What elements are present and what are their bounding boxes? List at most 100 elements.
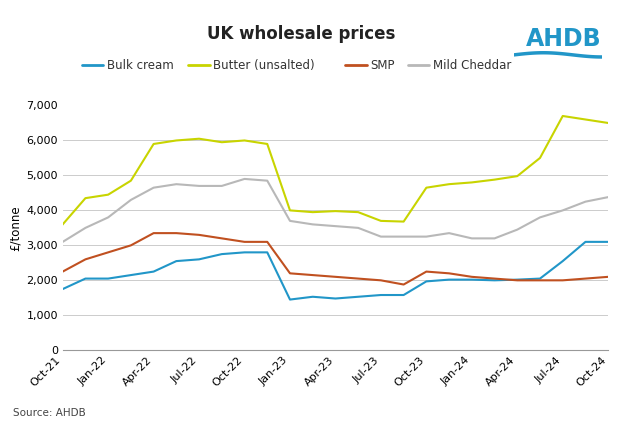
Mild Cheddar [491,236,498,241]
Mild Cheddar [468,236,475,241]
SMP [354,276,362,281]
Mild Cheddar [127,197,135,203]
Butter (unsalted) [332,208,339,214]
Butter (unsalted) [491,177,498,182]
SMP [332,274,339,279]
Line: SMP: SMP [63,233,608,284]
SMP [468,274,475,279]
Mild Cheddar [286,218,293,223]
SMP [377,278,384,283]
SMP [582,276,589,281]
Butter (unsalted) [468,180,475,185]
SMP [514,278,521,283]
Y-axis label: £/tonne: £/tonne [9,205,22,251]
Mild Cheddar [377,234,384,239]
Bulk cream [82,276,89,281]
Butter (unsalted) [423,185,430,190]
Line: Mild Cheddar: Mild Cheddar [63,179,608,242]
SMP [400,282,408,287]
Bulk cream [172,259,180,264]
Text: AHDB: AHDB [526,27,602,51]
Mild Cheddar [218,184,226,189]
Bulk cream [400,292,408,298]
Bulk cream [491,278,498,283]
SMP [104,250,112,255]
SMP [150,230,157,235]
Mild Cheddar [514,227,521,232]
Mild Cheddar [104,215,112,220]
Mild Cheddar [332,224,339,229]
Butter (unsalted) [127,178,135,183]
Butter (unsalted) [241,138,248,143]
Mild Cheddar [172,181,180,187]
Text: Source: AHDB: Source: AHDB [13,408,85,418]
Butter (unsalted) [104,192,112,197]
SMP [241,239,248,244]
Bulk cream [150,269,157,274]
Butter (unsalted) [59,222,66,227]
Bulk cream [332,296,339,301]
Butter (unsalted) [196,136,203,141]
Butter (unsalted) [218,140,226,145]
Butter (unsalted) [263,141,271,146]
Butter (unsalted) [286,208,293,213]
Butter (unsalted) [172,138,180,143]
Bulk cream [354,294,362,299]
Bulk cream [445,277,453,282]
Butter (unsalted) [604,120,612,125]
Mild Cheddar [82,225,89,230]
Line: Butter (unsalted): Butter (unsalted) [63,116,608,225]
Text: Mild Cheddar: Mild Cheddar [433,59,511,72]
Butter (unsalted) [82,196,89,201]
SMP [82,257,89,262]
Bulk cream [309,294,317,299]
Mild Cheddar [354,225,362,230]
Bulk cream [536,276,544,281]
Line: Bulk cream: Bulk cream [63,242,608,300]
SMP [536,278,544,283]
Text: Bulk cream: Bulk cream [107,59,173,72]
Bulk cream [582,239,589,244]
Bulk cream [423,279,430,284]
SMP [172,230,180,235]
Mild Cheddar [445,230,453,235]
SMP [196,233,203,238]
Mild Cheddar [559,208,566,213]
Butter (unsalted) [377,218,384,223]
Bulk cream [127,273,135,278]
SMP [309,273,317,278]
Butter (unsalted) [514,173,521,179]
SMP [559,278,566,283]
Mild Cheddar [263,178,271,183]
Mild Cheddar [604,195,612,200]
SMP [218,236,226,241]
Mild Cheddar [196,184,203,189]
Bulk cream [104,276,112,281]
Text: Butter (unsalted): Butter (unsalted) [213,59,315,72]
Bulk cream [377,292,384,298]
Butter (unsalted) [559,114,566,119]
Mild Cheddar [536,215,544,220]
Butter (unsalted) [400,219,408,224]
Bulk cream [286,297,293,302]
SMP [445,271,453,276]
SMP [59,269,66,274]
Butter (unsalted) [354,210,362,215]
Bulk cream [604,239,612,244]
Mild Cheddar [309,222,317,227]
Butter (unsalted) [536,155,544,160]
Bulk cream [514,277,521,282]
Butter (unsalted) [445,181,453,187]
SMP [263,239,271,244]
SMP [423,269,430,274]
Text: SMP: SMP [370,59,394,72]
SMP [491,276,498,281]
SMP [127,243,135,248]
Mild Cheddar [423,234,430,239]
Bulk cream [59,287,66,292]
SMP [604,274,612,279]
Butter (unsalted) [309,210,317,215]
Bulk cream [241,250,248,255]
Bulk cream [218,252,226,257]
Bulk cream [263,250,271,255]
